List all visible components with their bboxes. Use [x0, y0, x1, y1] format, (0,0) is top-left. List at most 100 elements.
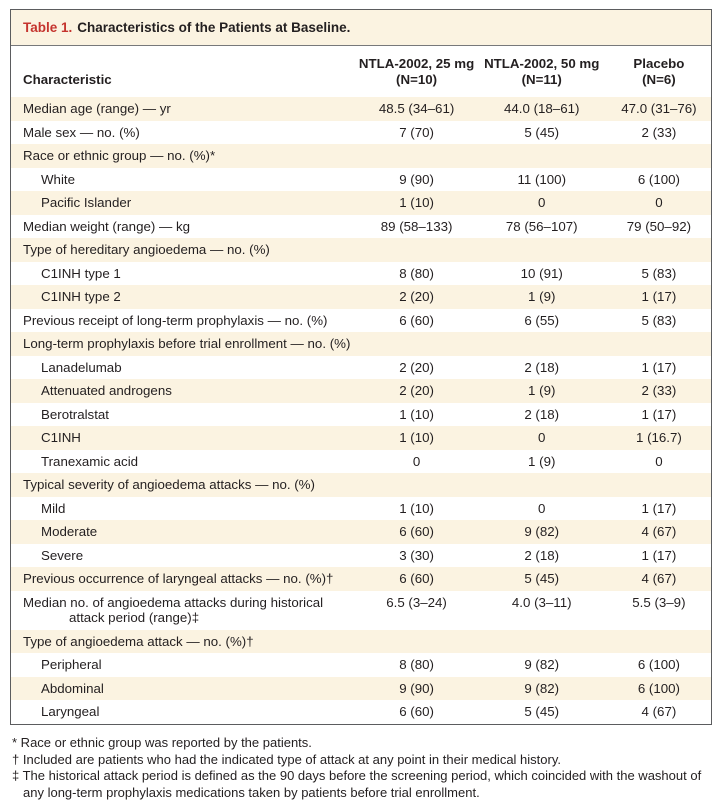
row-value: 6 (55) — [524, 312, 560, 328]
table-row: White 9 (90) 11 (100) 6 (100) — [11, 168, 711, 192]
row-value: 44.0 (18–61) — [504, 101, 580, 116]
table-row: Median weight (range) — kg 89 (58–133) 78 … — [11, 215, 711, 239]
row-label: Lanadelumab — [41, 359, 122, 375]
row-value — [356, 630, 476, 654]
row-value: 2 (18) — [524, 406, 560, 422]
table-row: Lanadelumab 2 (20) 2 (18) 1 (17) — [11, 356, 711, 380]
column-header-placebo: Placebo (N=6) — [606, 46, 711, 97]
row-value — [477, 630, 607, 654]
row-value: 1 (9) — [528, 383, 556, 398]
table-row: Tranexamic acid 0 1 (9) 0 — [11, 450, 711, 474]
row-value: 4.0 (3–11) — [511, 594, 572, 610]
row-label: Attenuated androgens — [41, 383, 172, 398]
footnote: † Included are patients who had the indi… — [12, 751, 561, 767]
row-value: 1 (17) — [641, 289, 677, 304]
table-container: Table 1. Characteristics of the Patients … — [10, 9, 712, 725]
row-label: Median no. of angioedema attacks during … — [23, 594, 324, 626]
row-value — [607, 332, 711, 356]
row-value: 0 — [655, 195, 663, 210]
row-label: C1INH — [41, 430, 81, 445]
table-row: Mild 1 (10) 0 1 (17) — [11, 497, 711, 521]
table-row: Type of angioedema attack — no. (%)† — [11, 629, 711, 654]
row-value: 48.5 (34–61) — [378, 101, 455, 116]
row-value: 11 (100) — [517, 171, 566, 187]
row-value: 0 — [538, 430, 546, 445]
row-value — [356, 144, 476, 168]
row-value: 9 (90) — [399, 680, 434, 696]
row-label: Male sex — no. (%) — [23, 124, 140, 140]
row-value: 1 (17) — [641, 547, 677, 563]
row-label: Long-term prophylaxis before trial enrol… — [23, 336, 351, 351]
row-value: 2 (33) — [641, 383, 677, 398]
baseline-characteristics-table: Characteristic NTLA-2002, 25 mg (N=10) N… — [11, 46, 711, 724]
group-name: Placebo — [633, 56, 685, 71]
row-label: White — [41, 171, 75, 187]
row-label: Severe — [41, 547, 84, 563]
row-label: Previous occurrence of laryngeal attacks… — [23, 571, 334, 586]
row-value: 5 (45) — [524, 124, 560, 140]
row-value: 2 (18) — [524, 547, 560, 563]
table-header: Characteristic NTLA-2002, 25 mg (N=10) N… — [11, 46, 711, 97]
table-row: Race or ethnic group — no. (%)* — [11, 144, 711, 168]
row-value: 0 — [538, 195, 546, 210]
row-value: 1 (9) — [528, 453, 556, 469]
row-value — [477, 238, 607, 262]
row-value — [607, 473, 711, 497]
table-row: Moderate 6 (60) 9 (82) 4 (67) — [11, 520, 711, 544]
column-header-ntla-50mg: NTLA-2002, 50 mg (N=11) — [476, 46, 607, 97]
row-value: 9 (82) — [524, 657, 560, 672]
table-row: Peripheral 8 (80) 9 (82) 6 (100) — [11, 653, 711, 677]
row-label: Tranexamic acid — [41, 453, 139, 469]
row-value: 6.5 (3–24) — [386, 594, 447, 610]
row-value — [356, 238, 476, 262]
row-value: 4 (67) — [641, 704, 677, 719]
table-row: Median no. of angioedema attacks during … — [11, 591, 711, 630]
row-value: 78 (56–107) — [505, 218, 578, 234]
footnote: ‡ The historical attack period is define… — [12, 768, 702, 800]
row-value: 5 (45) — [524, 571, 560, 586]
row-label: Previous receipt of long-term prophylaxi… — [23, 312, 328, 328]
row-label: Abdominal — [41, 680, 104, 696]
table-row: Previous receipt of long-term prophylaxi… — [11, 309, 711, 333]
row-value: 7 (70) — [399, 124, 434, 140]
table-row: Previous occurrence of laryngeal attacks… — [11, 567, 711, 591]
row-value — [477, 473, 607, 497]
row-label: Typical severity of angioedema attacks —… — [23, 477, 315, 492]
row-value: 2 (20) — [399, 383, 434, 398]
header-row: Characteristic NTLA-2002, 25 mg (N=10) N… — [11, 46, 711, 97]
group-name: NTLA-2002, 50 mg — [484, 56, 600, 71]
row-value: 1 (10) — [399, 195, 434, 210]
table-row: Laryngeal 6 (60) 5 (45) 4 (67) — [11, 700, 711, 724]
row-value: 0 — [538, 500, 546, 516]
row-value: 1 (17) — [641, 500, 677, 516]
table-row: Berotralstat 1 (10) 2 (18) 1 (17) — [11, 403, 711, 427]
row-value: 0 — [412, 453, 421, 469]
row-value: 6 (60) — [399, 312, 434, 328]
group-n: (N=10) — [396, 72, 438, 87]
table-row: C1INH 1 (10) 0 1 (16.7) — [11, 426, 711, 450]
row-label: Median age (range) — yr — [23, 101, 171, 116]
row-label: C1INH type 2 — [41, 289, 121, 304]
row-value: 2 (18) — [524, 359, 560, 375]
row-value: 2 (33) — [641, 124, 677, 140]
group-n: (N=6) — [642, 72, 676, 87]
row-value — [607, 630, 711, 654]
row-label: Type of hereditary angioedema — no. (%) — [23, 242, 270, 257]
row-value: 1 (10) — [399, 430, 434, 445]
table-body: Median age (range) — yr 48.5 (34–61) 44.0 … — [11, 97, 711, 724]
row-value: 89 (58–133) — [380, 218, 453, 234]
row-label: Laryngeal — [41, 704, 100, 719]
row-value: 8 (80) — [399, 657, 434, 672]
table-row: Type of hereditary angioedema — no. (%) — [11, 238, 711, 262]
footnote-symbol: † — [12, 751, 20, 767]
row-value: 4 (67) — [641, 571, 677, 586]
row-label: Type of angioedema attack — no. (%)† — [23, 633, 254, 649]
row-value: 0 — [655, 453, 663, 469]
row-value: 1 (10) — [399, 406, 434, 422]
table-row: Long-term prophylaxis before trial enrol… — [11, 332, 711, 356]
table-row: Typical severity of angioedema attacks —… — [11, 473, 711, 497]
table-number: Table 1. — [23, 20, 73, 35]
row-label: Peripheral — [41, 657, 102, 672]
row-value: 4 (67) — [641, 524, 677, 539]
row-label: Median weight (range) — kg — [23, 218, 191, 234]
